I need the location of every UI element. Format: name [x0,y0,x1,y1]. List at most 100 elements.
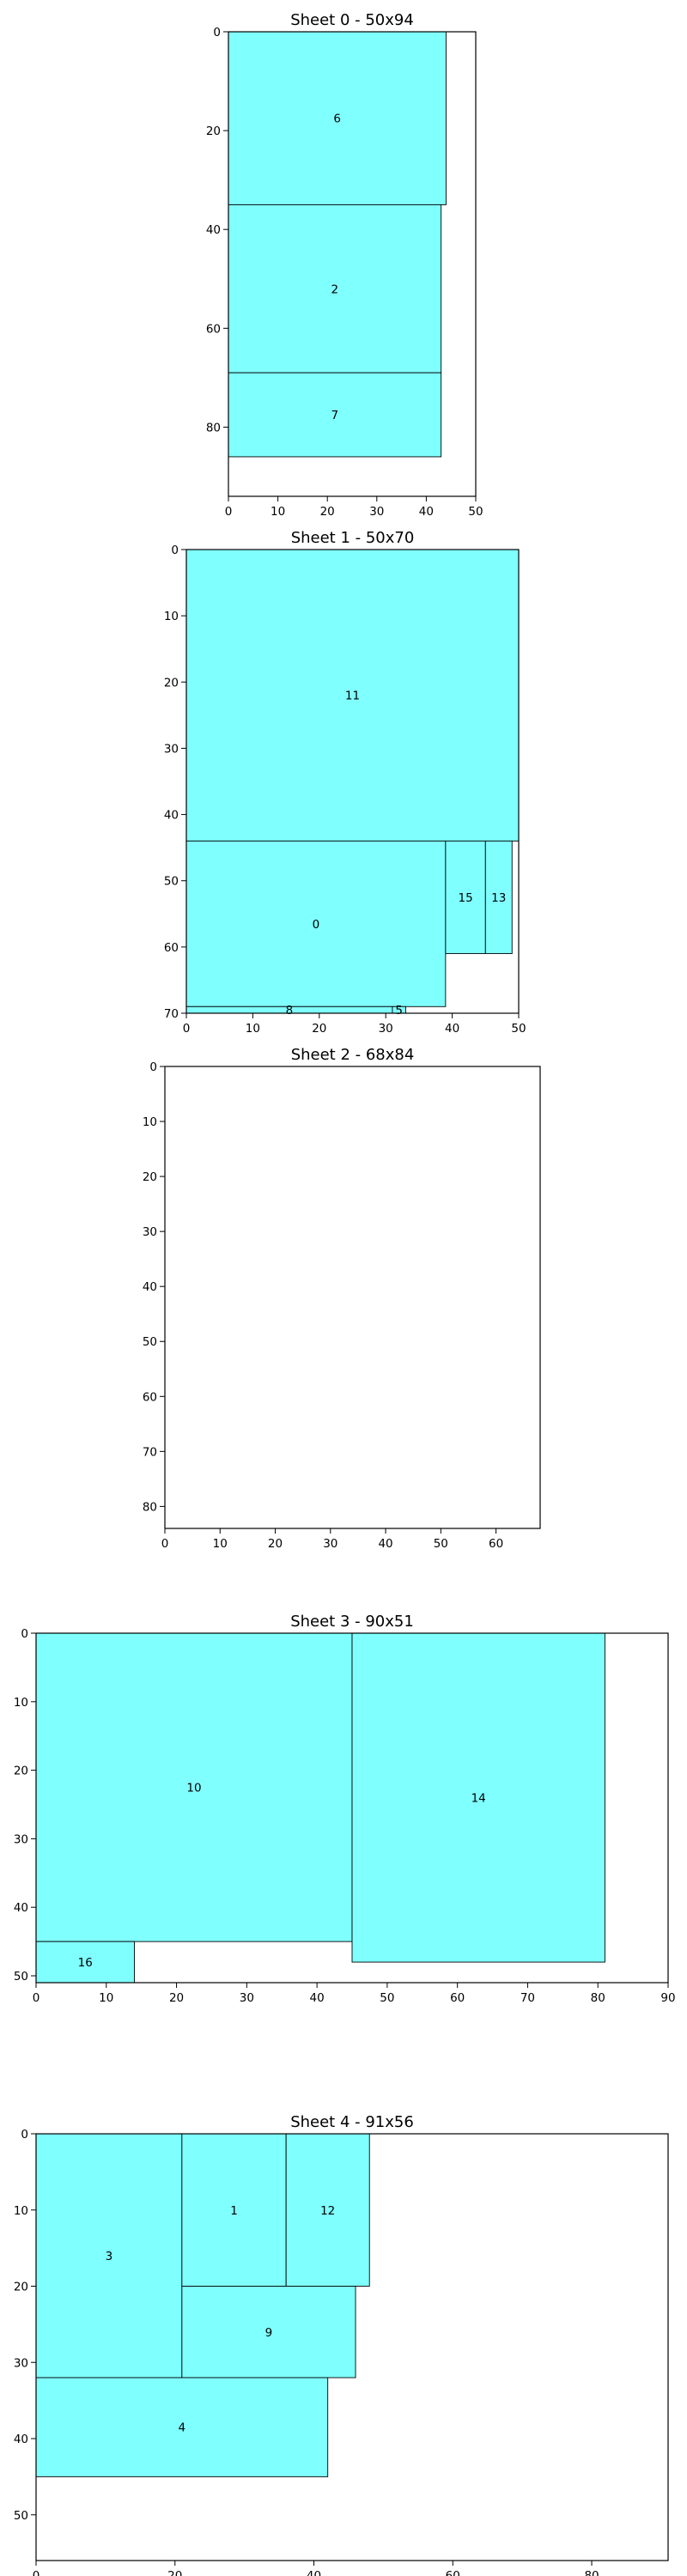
y-tick-label: 50 [14,2509,28,2523]
x-tick-label: 40 [378,1537,392,1551]
y-tick-label: 30 [143,1225,157,1239]
piece-11-label: 11 [345,690,360,703]
sheet-2-frame [164,1066,541,1529]
sheet-4-frame [35,2133,669,2561]
x-tick-label: 20 [320,505,335,519]
x-tick-label: 20 [268,1537,283,1551]
y-tick-label: 60 [143,1390,157,1404]
piece-10-rect [35,1632,353,1942]
piece-5-label: 5 [395,1004,403,1018]
y-tick-label: 30 [14,2356,28,2370]
piece-12-rect [285,2133,370,2287]
x-tick-label: 40 [419,505,434,519]
x-tick-label: 30 [323,1537,337,1551]
piece-11-rect [185,549,520,841]
x-tick-label: 50 [468,505,483,519]
y-tick-label: 80 [143,1500,157,1514]
x-tick-label: 0 [225,505,233,519]
piece-9-rect [181,2286,356,2379]
sheet-3-frame [35,1632,669,1984]
x-tick-label: 0 [183,1022,191,1036]
sheet-2-panel: Sheet 2 - 68x84 0 10 20 30 40 50 60 0 10 20 30 40 50 6… [143,1046,541,1551]
piece-14-label: 14 [471,1792,486,1806]
x-tick-label: 0 [33,2569,40,2576]
x-tick-label: 50 [434,1537,448,1551]
piece-14-rect [351,1632,605,1963]
piece-13-label: 13 [491,891,506,905]
x-tick-label: 10 [271,505,285,519]
x-tick-label: 80 [591,1991,605,2005]
y-tick-label: 30 [14,1832,28,1846]
y-tick-label: 40 [14,1901,28,1915]
piece-15-label: 15 [458,891,472,905]
piece-7-label: 7 [331,409,339,422]
x-tick-label: 80 [584,2569,599,2576]
x-tick-label: 50 [380,1991,394,2005]
piece-4-label: 4 [179,2421,186,2435]
sheet-0-frame [228,31,477,497]
piece-0-label: 0 [313,918,320,932]
x-tick-label: 0 [161,1537,169,1551]
y-tick-label: 40 [164,809,179,823]
piece-0-rect [185,840,447,1007]
y-tick-label: 50 [143,1335,157,1349]
piece-1-rect [181,2133,287,2287]
x-tick-label: 90 [660,1991,675,2005]
x-tick-label: 30 [369,505,384,519]
piece-3-rect [35,2133,183,2379]
piece-13-rect [484,840,513,955]
x-tick-label: 60 [450,1991,465,2005]
x-tick-label: 60 [446,2569,460,2576]
sheet-1-frame [185,549,520,1014]
y-tick-label: 80 [206,421,221,434]
sheet-1-title: Sheet 1 - 50x70 [291,529,415,547]
piece-6-rect [228,31,447,205]
sheet-4-title: Sheet 4 - 91x56 [290,2113,414,2131]
y-tick-label: 0 [213,26,221,39]
y-tick-label: 10 [164,610,179,623]
x-tick-label: 10 [246,1022,260,1036]
y-tick-label: 20 [14,1765,28,1778]
x-tick-label: 70 [520,1991,535,2005]
y-tick-label: 10 [143,1115,157,1129]
piece-10-label: 10 [186,1782,201,1795]
piece-16-rect [35,1941,135,1984]
x-tick-label: 40 [307,2569,321,2576]
piece-4-rect [35,2377,329,2477]
y-tick-label: 50 [164,875,179,889]
piece-12-label: 12 [320,2204,335,2218]
sheet-0-panel: Sheet 0 - 50x94 6 2 7 0 10 20 30 40 50 0 20 40 60 80 [206,11,483,519]
y-tick-label: 20 [14,2281,28,2294]
y-tick-label: 50 [14,1970,28,1984]
y-tick-label: 0 [149,1060,157,1074]
y-tick-label: 70 [143,1445,157,1459]
y-tick-label: 60 [164,941,179,955]
sheet-2-title: Sheet 2 - 68x84 [291,1046,415,1064]
x-tick-label: 10 [213,1537,228,1551]
y-tick-label: 40 [206,223,221,237]
y-tick-label: 20 [206,125,221,138]
x-tick-label: 40 [310,1991,325,2005]
y-tick-label: 0 [171,544,179,557]
piece-3-label: 3 [106,2250,113,2263]
x-tick-label: 20 [167,2569,182,2576]
x-tick-label: 20 [169,1991,184,2005]
y-tick-label: 10 [14,1696,28,1710]
y-tick-label: 60 [206,322,221,336]
piece-2-rect [228,204,442,374]
x-tick-label: 10 [99,1991,113,2005]
y-tick-label: 30 [164,742,179,756]
x-tick-label: 60 [489,1537,503,1551]
piece-15-rect [445,840,486,955]
piece-1-label: 1 [230,2204,238,2218]
piece-7-rect [228,372,442,458]
y-tick-label: 0 [21,1627,28,1641]
x-tick-label: 50 [511,1022,526,1036]
y-tick-label: 40 [143,1280,157,1294]
piece-6-label: 6 [333,112,341,126]
x-tick-label: 20 [312,1022,326,1036]
x-tick-label: 30 [240,1991,254,2005]
